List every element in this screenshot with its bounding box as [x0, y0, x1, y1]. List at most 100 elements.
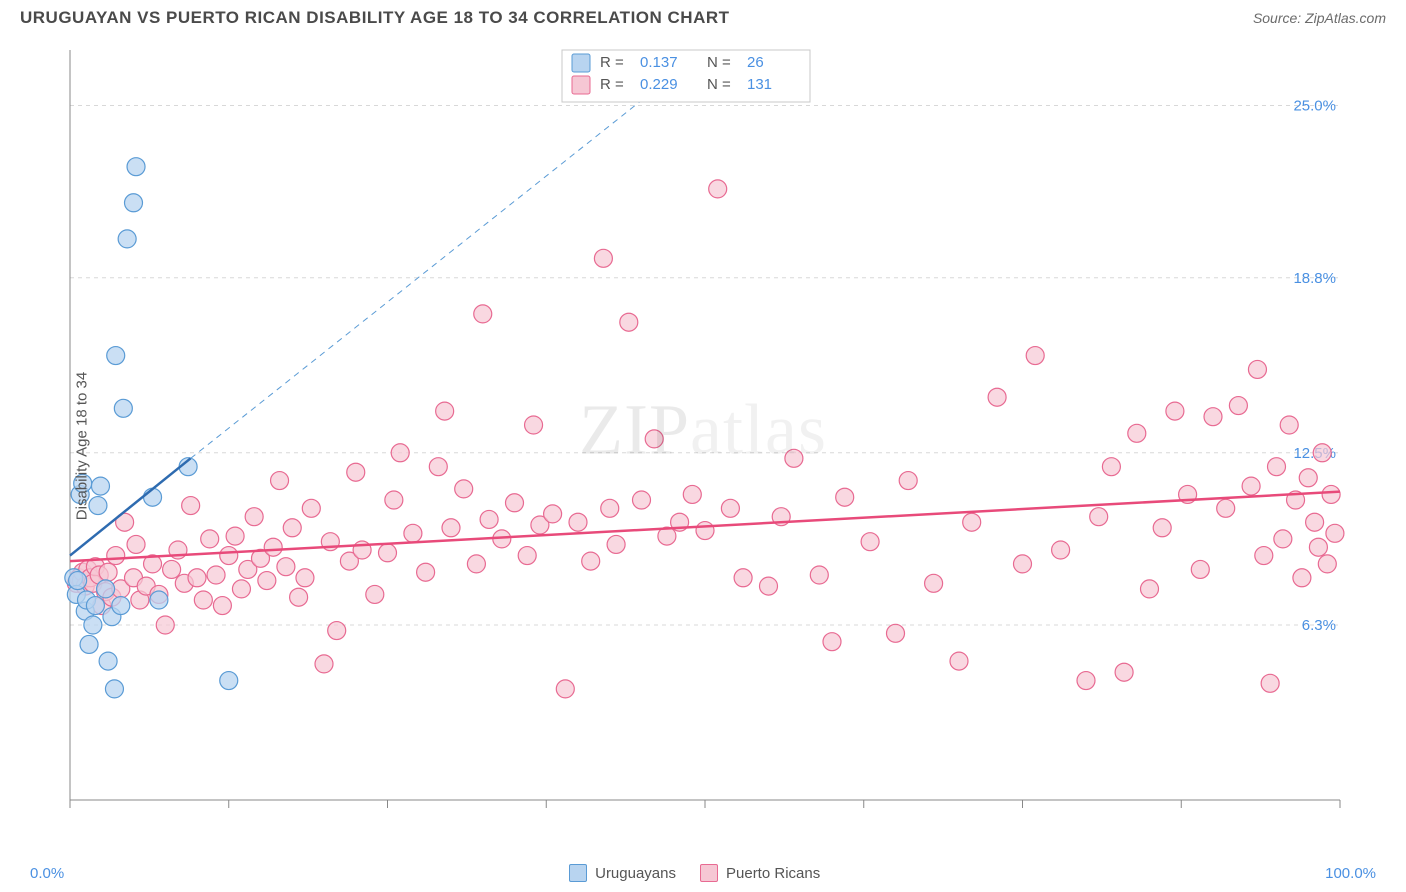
source-label: Source: ZipAtlas.com [1253, 10, 1386, 26]
data-point [385, 491, 403, 509]
data-point [277, 558, 295, 576]
data-point [258, 572, 276, 590]
data-point [620, 313, 638, 331]
data-point [594, 249, 612, 267]
data-point [127, 535, 145, 553]
data-point [1102, 458, 1120, 476]
data-point [1322, 485, 1340, 503]
data-point [194, 591, 212, 609]
data-point [391, 444, 409, 462]
legend-label: Puerto Ricans [726, 865, 820, 882]
chart-container: Disability Age 18 to 34 6.3%12.5%18.8%25… [20, 40, 1386, 852]
data-point [1326, 524, 1344, 542]
scatter-chart: 6.3%12.5%18.8%25.0%R =0.137N =26R =0.229… [20, 40, 1350, 830]
legend-swatch [569, 864, 587, 882]
data-point [442, 519, 460, 537]
data-point [150, 591, 168, 609]
data-point [105, 680, 123, 698]
stat-n-label: N = [707, 54, 731, 71]
data-point [1217, 499, 1235, 517]
data-point [683, 485, 701, 503]
x-max-label: 100.0% [1325, 865, 1376, 882]
data-point [601, 499, 619, 517]
data-point [89, 497, 107, 515]
stat-r-value: 0.137 [640, 54, 678, 71]
data-point [1166, 402, 1184, 420]
trend-line [70, 492, 1340, 561]
data-point [290, 588, 308, 606]
data-point [1026, 347, 1044, 365]
data-point [182, 497, 200, 515]
data-point [1299, 469, 1317, 487]
data-point [645, 430, 663, 448]
data-point [207, 566, 225, 584]
data-point [80, 635, 98, 653]
data-point [582, 552, 600, 570]
data-point [1077, 672, 1095, 690]
data-point [429, 458, 447, 476]
data-point [99, 652, 117, 670]
data-point [213, 597, 231, 615]
data-point [156, 616, 174, 634]
data-point [107, 347, 125, 365]
data-point [417, 563, 435, 581]
data-point [525, 416, 543, 434]
data-point [963, 513, 981, 531]
data-point [366, 585, 384, 603]
data-point [480, 510, 498, 528]
data-point [899, 472, 917, 490]
stat-n-value: 131 [747, 76, 772, 93]
chart-title: URUGUAYAN VS PUERTO RICAN DISABILITY AGE… [20, 8, 730, 28]
data-point [696, 522, 714, 540]
data-point [144, 488, 162, 506]
data-point [785, 449, 803, 467]
data-point [760, 577, 778, 595]
data-point [114, 399, 132, 417]
stat-n-label: N = [707, 76, 731, 93]
data-point [264, 538, 282, 556]
data-point [569, 513, 587, 531]
x-min-label: 0.0% [30, 865, 64, 882]
data-point [404, 524, 422, 542]
data-point [302, 499, 320, 517]
data-point [607, 535, 625, 553]
data-point [1274, 530, 1292, 548]
data-point [436, 402, 454, 420]
y-tick-label: 6.3% [1302, 617, 1336, 634]
legend-swatch [700, 864, 718, 882]
stat-r-label: R = [600, 54, 624, 71]
data-point [506, 494, 524, 512]
data-point [220, 547, 238, 565]
data-point [1293, 569, 1311, 587]
data-point [467, 555, 485, 573]
data-point [1255, 547, 1273, 565]
data-point [188, 569, 206, 587]
stat-r-value: 0.229 [640, 76, 678, 93]
y-tick-label: 18.8% [1293, 270, 1336, 287]
data-point [163, 560, 181, 578]
data-point [245, 508, 263, 526]
data-point [1191, 560, 1209, 578]
data-point [474, 305, 492, 323]
data-point [1204, 408, 1222, 426]
data-point [455, 480, 473, 498]
data-point [1229, 397, 1247, 415]
data-point [1115, 663, 1133, 681]
data-point [887, 624, 905, 642]
data-point [988, 388, 1006, 406]
data-point [1242, 477, 1260, 495]
legend-swatch [572, 76, 590, 94]
data-point [734, 569, 752, 587]
data-point [379, 544, 397, 562]
data-point [315, 655, 333, 673]
y-tick-label: 25.0% [1293, 98, 1336, 115]
data-point [283, 519, 301, 537]
stat-r-label: R = [600, 76, 624, 93]
data-point [1014, 555, 1032, 573]
data-point [347, 463, 365, 481]
data-point [544, 505, 562, 523]
data-point [836, 488, 854, 506]
data-point [220, 672, 238, 690]
data-point [112, 597, 130, 615]
y-axis-label: Disability Age 18 to 34 [74, 372, 91, 520]
